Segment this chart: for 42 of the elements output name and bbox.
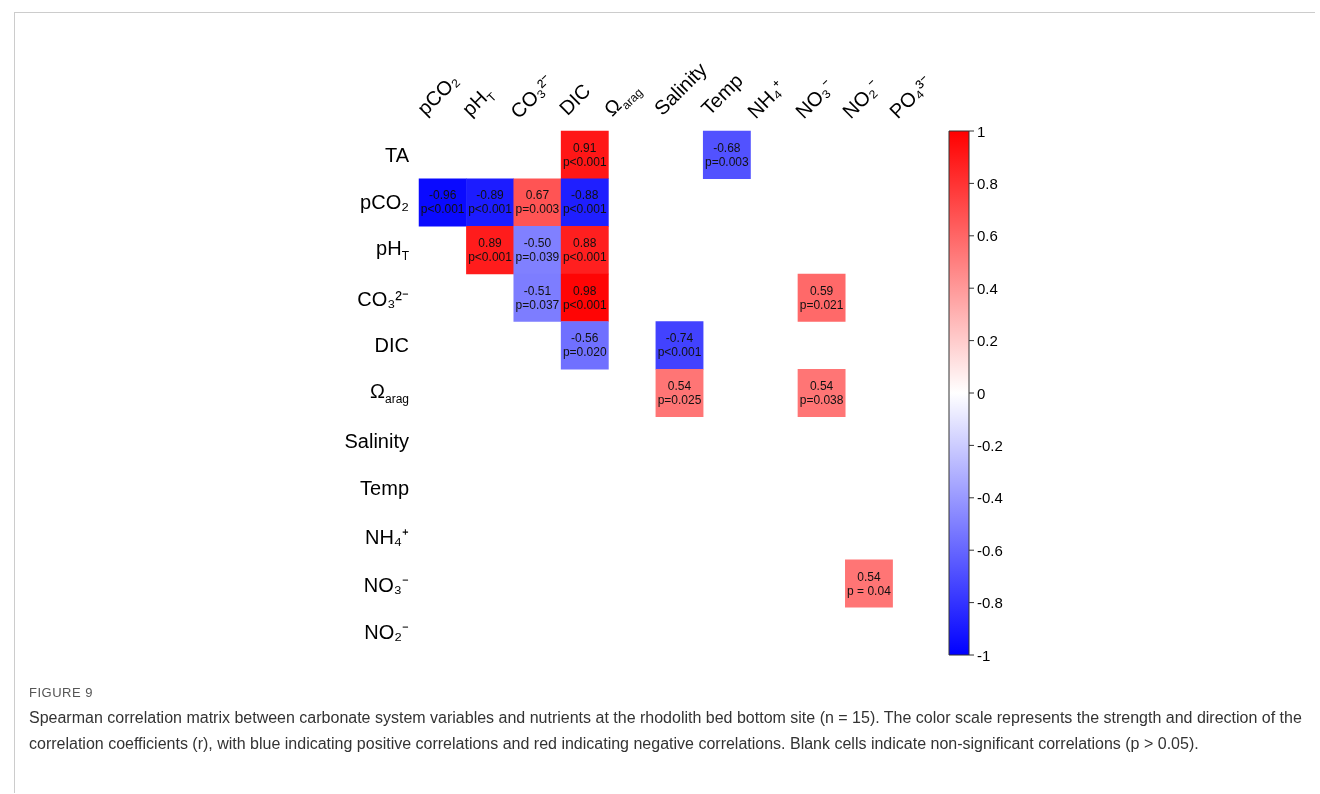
y-tick-label: Salinity [344,429,409,453]
data-label: -0.89 p<0.001 [468,188,513,217]
data-label: -0.74 p<0.001 [657,331,702,360]
data-label: 0.88 p<0.001 [562,236,607,265]
color-bar-label: 0.2 [977,332,998,350]
y-tick-label: pH$_{T}$ [376,237,409,264]
y-tick-label: pCO₂ [360,190,409,214]
color-bar-label: -0.8 [977,594,1003,612]
data-label: 0.54 p = 0.04 [847,569,892,598]
color-bar-label: -0.2 [977,436,1003,454]
data-label: 0.67 p=0.003 [515,188,560,217]
color-bar-label: 0.6 [977,227,998,245]
text: Spearman correlation matrix between carbonate system variables and nutrients at the rhodolith bed bottom site (n = 15). The color scale represents the strength and direction of the correlation coefficients (r), with blue indicating positive correlations and red indicating negative correlations. Blank cells indicate non-significant correlations (p > 0.05). [29,708,1303,754]
data-label: 0.89 p<0.001 [468,236,513,265]
data-label: 0.54 p=0.038 [799,379,844,407]
color-bar-label: 0.8 [977,174,998,192]
y-tick-label: Ω$_{arag}$ [370,380,409,406]
y-tick-label: TA [384,143,409,167]
caption: FIGURE 9 [29,685,93,700]
color-bar-label: 0.4 [977,279,998,297]
data-label: 0.54 p=0.025 [657,379,702,407]
data-label: -0.56 p=0.020 [562,331,607,360]
data-label: -0.68 p=0.003 [705,140,750,169]
y-tick-label: Temp [360,476,409,500]
color-bar-label: -1 [977,646,991,664]
y-tick-label: NO₂⁻ [364,619,409,645]
data-label: 0.59 p=0.021 [799,283,844,312]
y-tick-label: DIC [374,333,409,357]
data-label: 0.98 p<0.001 [562,283,607,312]
y-tick-label: NH₄⁺ [364,524,409,550]
data-label: -0.50 p=0.039 [515,236,560,265]
data-label: -0.96 p<0.001 [420,188,465,217]
color-bar-label: -0.4 [977,489,1003,507]
color-bar-label: -0.6 [977,541,1003,559]
data-label: 0.91 p<0.001 [562,140,607,169]
data-label: -0.51 p=0.037 [515,283,560,312]
y-tick-label: CO₃²⁻ [357,286,409,312]
data-label: -0.88 p<0.001 [562,188,607,217]
color-bar-label: 0 [977,384,986,402]
color-bar-label: 1 [977,122,986,140]
x-tick-label: DIC [554,79,596,120]
y-tick-label: NO₃⁻ [363,572,409,598]
